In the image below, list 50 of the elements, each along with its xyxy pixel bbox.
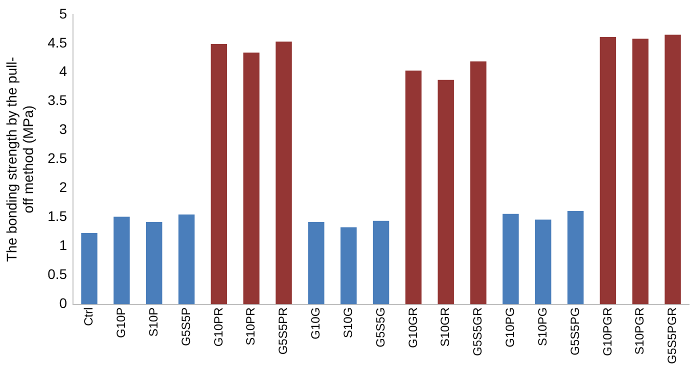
y-tick-label: 0.5 (48, 266, 68, 282)
bar (340, 227, 357, 304)
bar (308, 222, 324, 304)
bar (535, 220, 552, 304)
bar (438, 80, 454, 304)
x-tick-label: G5S5PGR (665, 306, 680, 364)
bar (210, 44, 228, 304)
y-tick-label: 1.5 (48, 208, 68, 224)
x-tick-label: G5S5PG (568, 307, 582, 356)
x-tick-label: G10PR (211, 306, 226, 347)
bar (600, 37, 616, 304)
x-tick-label: G10GR (406, 306, 420, 348)
y-tick-label: 0 (59, 295, 68, 312)
bar (243, 52, 260, 304)
y-axis-title: The bonding strength by the pull-off method (MPa) (3, 56, 36, 262)
bar (664, 34, 681, 304)
y-tick-label: 2 (59, 179, 68, 196)
y-tick-label: 1 (59, 237, 68, 254)
bar (81, 232, 98, 304)
x-tick-label: G10PGR (600, 306, 614, 356)
x-tick-label: S10GR (438, 306, 452, 347)
bar (276, 42, 292, 304)
x-tick-label: S10PR (244, 306, 258, 346)
x-tick-label: S10G (340, 307, 355, 338)
bar (372, 220, 390, 304)
bar (146, 222, 162, 304)
bar (178, 214, 195, 304)
x-tick-label: S10PG (535, 307, 550, 346)
x-tick-label: S10P (146, 307, 160, 337)
bar (470, 61, 486, 304)
y-tick-label: 3.5 (48, 92, 68, 108)
bar (502, 214, 519, 304)
x-tick-label: S10PGR (632, 306, 647, 355)
bar (567, 210, 584, 304)
y-tick-label: 4.5 (48, 34, 68, 50)
x-tick-label: G10PG (503, 307, 518, 348)
x-tick-label: Ctrl (82, 307, 96, 326)
x-tick-label: G5S5P (178, 307, 193, 346)
x-tick-label: G5S5GR (470, 306, 485, 356)
y-tick-label: 5 (59, 5, 68, 22)
bar (632, 38, 648, 304)
bar (114, 216, 130, 304)
y-tick-label: 4 (59, 63, 68, 80)
y-tick-label: 2.5 (48, 150, 68, 166)
y-tick-label: 3 (59, 121, 68, 138)
x-tick-label: G10P (114, 307, 128, 338)
x-tick-label: G5S5PR (276, 306, 290, 355)
bar (405, 70, 422, 304)
x-tick-label: G5S5G (373, 307, 388, 348)
x-tick-label: G10G (308, 307, 323, 340)
